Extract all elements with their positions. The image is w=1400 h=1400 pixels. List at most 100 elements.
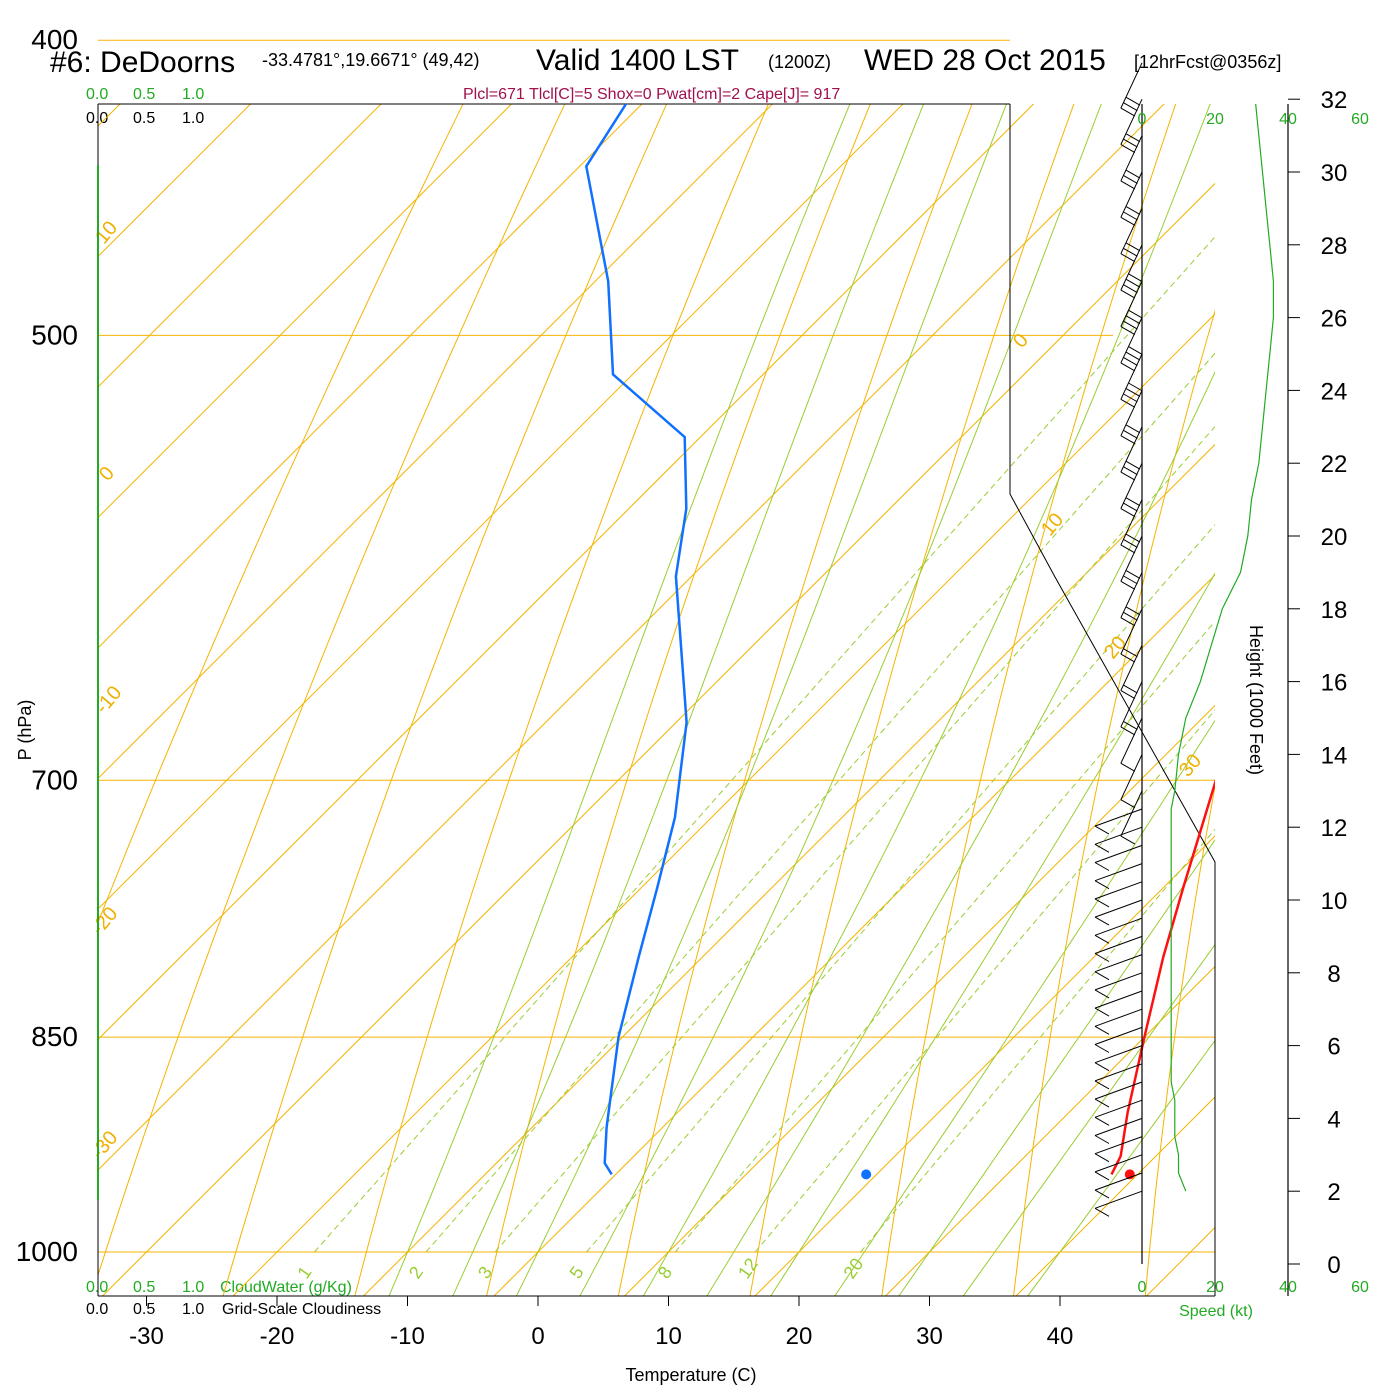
wind-barb-flag (1120, 799, 1136, 809)
isobar-lines (98, 39, 1215, 1253)
isotherm-label: -10 (91, 682, 126, 718)
moist-adiabat-line (770, 572, 1215, 1296)
wind-barb-flag (1094, 825, 1110, 835)
wind-barb-flag (1123, 357, 1138, 366)
wind-barb-flag (1120, 326, 1136, 335)
mixing-ratio-line (586, 524, 1215, 1253)
wind-barb-staff (1094, 1154, 1143, 1173)
wind-barb-staff (1094, 1172, 1143, 1191)
isotherm-label: -30 (87, 1127, 122, 1163)
pressure-tick-label: 400 (31, 24, 78, 55)
temperature-tick-label: 40 (1047, 1323, 1074, 1350)
stability-indices: Plcl=671 Tlcl[C]=5 Shox=0 Pwat[cm]=2 Cap… (463, 86, 840, 103)
wind-barb-flag (1120, 253, 1136, 263)
wind-barb-staff (1120, 790, 1143, 837)
height-tick-label: 10 (1321, 888, 1348, 915)
wind-barb-flag (1123, 138, 1138, 148)
wind-barb-staff (1094, 954, 1143, 973)
wind-barb-staff (1120, 280, 1143, 327)
temperature-tick-label: 20 (786, 1323, 813, 1350)
wind-barb-flag (1128, 273, 1143, 283)
isotherm-line (0, 0, 598, 1317)
isotherm-line (98, 104, 121, 127)
wind-barb-flag (1125, 315, 1141, 325)
wind-barb-flag (1123, 393, 1138, 403)
wind-barb-staff (1094, 1063, 1143, 1082)
height-tick-label: 6 (1327, 1034, 1340, 1061)
cloud-scale-bottom: 0.0 0.5 1.0 CloudWater (g/Kg) 0.0 0.5 1.… (86, 1279, 381, 1318)
wind-barb-flag (1094, 1153, 1110, 1163)
wind-barb-flag (1125, 351, 1141, 361)
isotherm-label: 20 (1100, 632, 1131, 663)
wind-barb-staff (1094, 899, 1143, 918)
dry-adiabat-line (1013, 309, 1215, 1296)
wind-barb-flag (1123, 721, 1138, 730)
wind-barb-flag (1094, 862, 1110, 871)
wind-barb-flag (1094, 1098, 1110, 1108)
wind-barb-staff (1094, 1190, 1143, 1209)
wind-barb-flag (1123, 648, 1138, 658)
isotherm-line (362, 443, 1215, 1296)
wind-barb-flag (1125, 570, 1141, 579)
height-tick-label: 12 (1321, 815, 1348, 842)
wind-barb-flag (1094, 989, 1110, 999)
wind-barb-flag (1120, 471, 1136, 481)
mixing-ratio-label: 5 (565, 1263, 587, 1283)
moist-adiabat-line (706, 370, 1215, 1296)
dry-adiabat-line (486, 104, 871, 1296)
moist-adiabat-line (579, 104, 1102, 1296)
wind-barb-flag (1125, 497, 1141, 507)
isotherm-line (98, 104, 774, 780)
height-tick-label: 22 (1321, 451, 1348, 478)
wind-barb-staff (1120, 98, 1143, 145)
pressure-tick-label: 1000 (16, 1236, 78, 1267)
wind-barb-flag (1094, 843, 1110, 853)
wind-barb-flag (1125, 169, 1141, 179)
mixing-ratio-label: 3 (474, 1263, 496, 1283)
height-axis-label: Height (1000 Feet) (1246, 625, 1266, 775)
wind-barb-staff (1120, 317, 1143, 364)
wind-barb-flag (1120, 762, 1136, 772)
dry-adiabat-line (354, 104, 769, 1296)
wind-barb-flag (1120, 580, 1136, 590)
wind-barb-staff (1120, 535, 1143, 582)
temperature-tick-label: 30 (916, 1323, 943, 1350)
height-tick-label: 32 (1321, 87, 1348, 114)
wind-barb-flag (1123, 466, 1138, 476)
wind-barb-flag (1125, 242, 1141, 252)
mixing-ratio-label: 20 (840, 1254, 868, 1282)
isotherm-label: 30 (1175, 750, 1206, 781)
height-tick-label: 2 (1327, 1179, 1340, 1206)
speed-tick-top-3: 60 (1351, 111, 1369, 128)
isotherm-line (98, 104, 904, 910)
cloud-top-green-1: 0.5 (133, 86, 155, 103)
wind-barb-staff (1094, 935, 1143, 954)
height-tick-label: 18 (1321, 597, 1348, 624)
cloud-bottom-black-0: 0.0 (86, 1301, 108, 1318)
station-coords: -33.4781°,19.6671° (49,42) (262, 50, 480, 70)
wind-barb-flag (1120, 362, 1136, 372)
wind-barb-flag (1094, 1135, 1110, 1144)
wind-barb-flag (1094, 1080, 1110, 1090)
wind-barb-flag (1123, 284, 1138, 294)
dry-adiabat-line (617, 104, 973, 1296)
moist-adiabat-line (515, 104, 1008, 1296)
wind-barb-flag (1123, 539, 1138, 548)
speed-tick-bottom-2: 40 (1279, 1279, 1297, 1296)
forecast-date: WED 28 Oct 2015 (864, 44, 1106, 77)
wind-barb-staff (1120, 608, 1143, 655)
wind-barb-flag (1123, 175, 1138, 184)
speed-tick-bottom-0: 0 (1138, 1279, 1147, 1296)
isotherm-line (101, 182, 1215, 1296)
dry-adiabat-line (222, 104, 668, 1296)
mixing-ratio-line (425, 352, 1215, 1253)
cloudwater-label: CloudWater (g/Kg) (220, 1279, 352, 1296)
wind-barb-flag (1094, 1044, 1110, 1053)
cloud-bottom-green-2: 1.0 (182, 1279, 204, 1296)
wind-barb-flag (1120, 617, 1136, 627)
utc-time: (1200Z) (768, 52, 831, 72)
height-tick-label: 4 (1327, 1106, 1340, 1133)
pressure-tick-label: 500 (31, 319, 78, 350)
mixing-ratio-label: 12 (734, 1254, 762, 1282)
speed-label: Speed (kt) (1179, 1303, 1253, 1320)
